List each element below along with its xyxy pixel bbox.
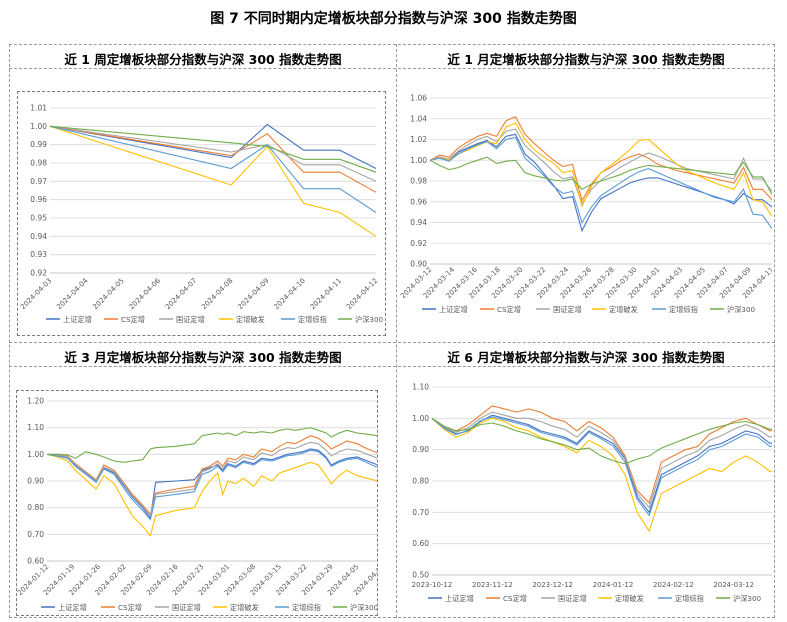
legend-label: 上证定增 (439, 305, 468, 314)
x-tick-label: 2024-04-04 (55, 276, 90, 311)
legend-label: 定增破发 (615, 594, 644, 603)
x-tick-label: 2023-12-12 (532, 581, 573, 589)
legend-label: 定增综指 (298, 315, 327, 324)
y-tick-label: 0.97 (30, 177, 47, 186)
y-tick-label: 0.90 (27, 477, 44, 486)
y-tick-label: 1.20 (27, 397, 44, 406)
x-tick-label: 2024-04-08 (200, 277, 234, 311)
chart-1m: 1.061.041.021.000.980.960.940.920.902024… (400, 86, 772, 338)
legend-label: 定增破发 (236, 315, 265, 324)
y-tick-label: 0.98 (30, 159, 47, 168)
legend-label: 定增综指 (675, 594, 704, 603)
legend-label: CS定增 (121, 315, 145, 324)
figure-title: 图 7 不同时期内定增板块部分指数与沪深 300 指数走势图 (0, 8, 787, 28)
series-line (430, 134, 772, 231)
series-line (430, 137, 772, 228)
x-tick-label: 2024-04-11 (309, 277, 343, 311)
legend-label: 沪深300 (727, 305, 756, 314)
legend-label: CS定增 (497, 305, 521, 314)
y-tick-label: 0.90 (412, 445, 429, 454)
x-tick-label: 2024-04-12 (345, 277, 379, 311)
chart-3m: 1.201.101.000.900.800.700.602024-01-1220… (17, 391, 377, 615)
y-tick-label: 0.50 (412, 571, 429, 580)
y-tick-label: 0.95 (30, 214, 47, 223)
panel-divider-vertical (396, 44, 397, 618)
y-tick-label: 0.94 (410, 218, 427, 227)
y-tick-label: 0.99 (30, 140, 47, 149)
y-tick-label: 1.00 (30, 122, 47, 131)
y-tick-label: 0.80 (27, 503, 44, 512)
legend-label: 沪深300 (355, 315, 384, 324)
y-tick-label: 0.80 (412, 477, 429, 486)
legend-label: 国证定增 (558, 594, 587, 603)
panel-title-1w: 近 1 周定增板块部分指数与沪深 300 指数走势图 (10, 49, 396, 68)
y-tick-label: 1.10 (27, 423, 44, 432)
panel-title-1m: 近 1 月定增板块部分指数与沪深 300 指数走势图 (397, 49, 775, 68)
y-tick-label: 1.01 (30, 104, 47, 113)
x-tick-label: 2023-11-12 (472, 581, 513, 589)
legend-label: 国证定增 (553, 305, 582, 314)
x-tick-label: 2024-04-03 (19, 277, 53, 311)
series-line (47, 450, 377, 519)
legend-label: 国证定增 (172, 603, 201, 612)
legend-label: 上证定增 (445, 594, 474, 603)
legend-label: 定增综指 (669, 305, 698, 314)
header-rule-top (9, 68, 775, 69)
legend-label: 上证定增 (63, 315, 92, 324)
chart-1w: 1.01 1.00 0.99 0.98 0.97 0.96 0.95 0.94 0.93 0.92… (18, 92, 385, 335)
y-tick-label: 0.96 (30, 195, 47, 204)
legend-label: CS定增 (118, 603, 142, 612)
y-tick-label: 0.60 (412, 539, 429, 548)
x-tick-label: 2024-04-07 (164, 277, 198, 311)
x-tick-label: 2023-10-12 (412, 581, 453, 589)
y-tick-label: 0.92 (30, 269, 47, 278)
y-tick-label: 0.70 (412, 508, 429, 517)
legend-label: CS定增 (503, 594, 527, 603)
legend-label: 国证定增 (176, 315, 205, 324)
y-tick-label: 1.02 (410, 135, 427, 144)
y-tick-label: 0.92 (410, 239, 427, 248)
panel-title-3m: 近 3 月定增板块部分指数与沪深 300 指数走势图 (10, 347, 396, 366)
series-line (432, 418, 772, 531)
header-rule-bottom (9, 366, 775, 367)
x-tick-label: 2024-01-12 (593, 581, 634, 589)
y-tick-label: 1.00 (412, 414, 429, 423)
series-line (432, 418, 772, 464)
series-line (430, 129, 772, 204)
legend-label: 定增破发 (230, 603, 259, 612)
series-line (432, 415, 772, 512)
y-tick-label: 0.96 (410, 197, 427, 206)
legend-label: 定增破发 (609, 305, 638, 314)
y-tick-label: 1.10 (412, 383, 429, 392)
legend-label: 定增综指 (292, 603, 321, 612)
series-line (432, 417, 772, 516)
x-tick-label: 2024-04-09 (236, 277, 270, 311)
y-tick-label: 0.90 (410, 260, 427, 269)
legend-label: 沪深300 (350, 603, 377, 612)
y-tick-label: 0.93 (30, 250, 47, 259)
y-tick-label: 0.70 (27, 530, 44, 539)
y-tick-label: 0.98 (410, 177, 427, 186)
series-line (430, 123, 772, 216)
y-tick-label: 1.06 (410, 94, 427, 103)
legend-label: 沪深300 (733, 594, 762, 603)
x-tick-label: 2024-04-10 (273, 277, 307, 311)
y-tick-label: 1.00 (27, 450, 44, 459)
y-tick-label: 0.94 (30, 232, 47, 241)
x-tick-label: 2024-03-12 (713, 581, 754, 589)
x-tick-label: 2024-04-05 (91, 277, 125, 311)
x-tick-label: 2024-04-06 (128, 276, 163, 311)
series-line (47, 436, 377, 515)
y-tick-label: 1.00 (410, 156, 427, 165)
panel-title-6m: 近 6 月定增板块部分指数与沪深 300 指数走势图 (397, 347, 775, 366)
panel-divider-horizontal (9, 342, 775, 343)
y-tick-label: 0.60 (27, 557, 44, 566)
y-tick-label: 1.04 (410, 114, 427, 123)
legend-label: 上证定增 (58, 603, 87, 612)
x-tick-label: 2024-02-12 (653, 581, 694, 589)
